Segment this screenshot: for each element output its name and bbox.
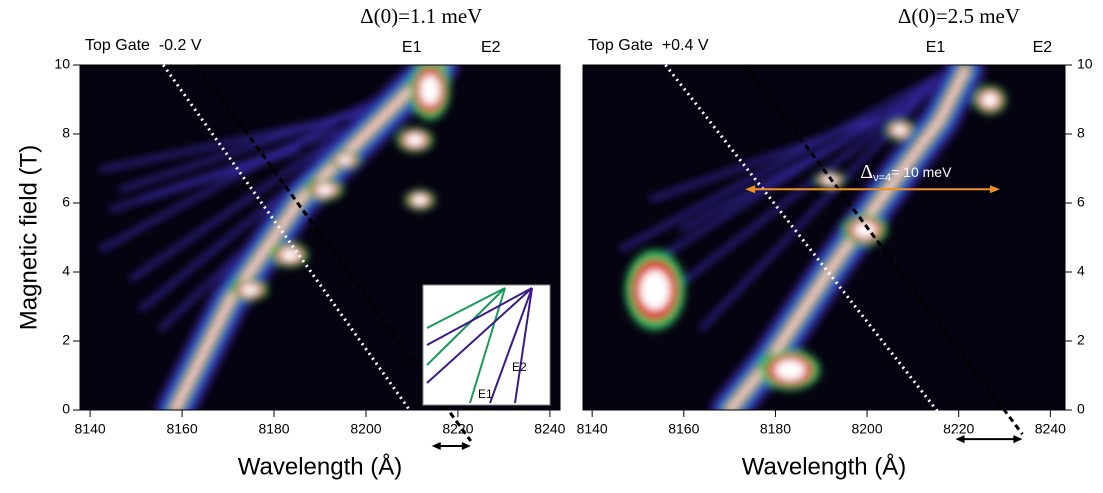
inset-label: E1 (478, 387, 493, 401)
x-tick-label: 8240 (1035, 421, 1066, 437)
y-tick-label: 8 (62, 125, 70, 141)
y-tick-label: 8 (1077, 125, 1085, 141)
heatmap-blob (982, 93, 998, 107)
heatmap-background (583, 65, 1065, 410)
y-tick-label: 10 (1077, 56, 1093, 72)
legend-label: E2 (481, 39, 501, 56)
panel-title: Top Gate +0.4 V (588, 37, 709, 54)
heatmap-blob (338, 156, 353, 164)
x-tick-label: 8160 (668, 421, 699, 437)
y-tick-label: 4 (62, 263, 70, 279)
delta-arrowhead (432, 442, 441, 450)
y-tick-label: 2 (1077, 332, 1085, 348)
y-tick-label: 2 (62, 332, 70, 348)
delta-arrowhead (1013, 435, 1022, 443)
x-tick-label: 8240 (534, 421, 565, 437)
y-tick-label: 0 (62, 401, 70, 417)
y-tick-label: 10 (54, 56, 70, 72)
heatmap-blob (316, 185, 334, 195)
heatmap-blob (640, 270, 670, 310)
x-axis-label: Wavelength (Å) (238, 452, 403, 480)
inset-label: E2 (512, 360, 527, 374)
heatmap-blob (893, 125, 907, 135)
delta-label: Δ(0)=1.1 meV (360, 4, 482, 28)
y-tick-label: 6 (62, 194, 70, 210)
heatmap-blob (241, 285, 259, 295)
x-tick-label: 8160 (166, 421, 197, 437)
x-tick-label: 8140 (577, 421, 608, 437)
y-axis-label: Magnetic field (T) (15, 145, 42, 330)
legend-label: E1 (926, 39, 946, 56)
gap-label-subscript: ν=4 (873, 172, 891, 184)
x-tick-label: 8180 (258, 421, 289, 437)
y-tick-label: 0 (1077, 401, 1085, 417)
delta-arrowhead (462, 442, 471, 450)
y-tick-label: 4 (1077, 263, 1085, 279)
x-tick-label: 8200 (350, 421, 381, 437)
x-axis-label: Wavelength (Å) (742, 452, 907, 480)
y-tick-label: 6 (1077, 194, 1085, 210)
panel-title: Top Gate -0.2 V (85, 37, 202, 54)
legend-label: E1 (402, 39, 422, 56)
heatmap-blob (420, 75, 440, 105)
heatmap-blob (775, 360, 805, 380)
x-tick-label: 8180 (760, 421, 791, 437)
delta-label: Δ(0)=2.5 meV (898, 4, 1020, 28)
legend-label: E2 (1033, 39, 1053, 56)
heatmap-blob (406, 134, 424, 146)
figure: 8140816081808200822082400246810Wavelengt… (0, 0, 1103, 488)
heatmap (583, 65, 1065, 410)
x-tick-label: 8200 (851, 421, 882, 437)
x-tick-label: 8140 (75, 421, 106, 437)
gap-label-symbol: Δ (860, 161, 873, 183)
heatmap-blob (413, 195, 428, 205)
gap-label-text: = 10 meV (891, 164, 952, 180)
